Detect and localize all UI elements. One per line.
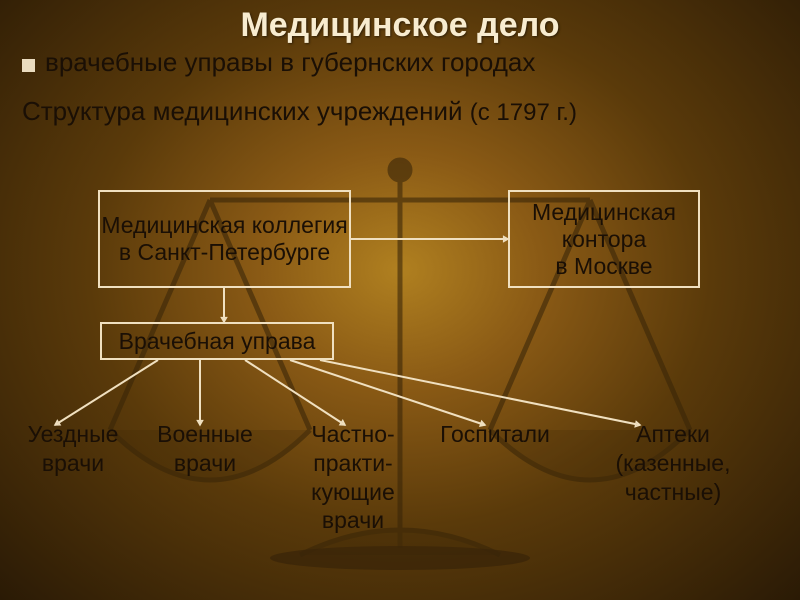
slide-content: Медицинское дело врачебные управы в губе… (0, 0, 800, 600)
bullet-square-icon (22, 59, 35, 72)
page-title: Медицинское дело (0, 0, 800, 45)
leaf-chastno: Частно-практи-кующиеврачи (288, 420, 418, 535)
box-kontora-text: Медицинская контора в Москве (510, 199, 698, 280)
subtitle-main: Структура медицинских учреждений (22, 96, 470, 126)
box-kollegia: Медицинская коллегия в Санкт-Петербурге (98, 190, 351, 288)
leaf-gospitali: Госпитали (420, 420, 570, 449)
box-kollegia-text: Медицинская коллегия в Санкт-Петербурге (100, 212, 349, 266)
leaf-voennye: Военныеврачи (140, 420, 270, 478)
leaf-uezdnye: Уездныеврачи (8, 420, 138, 478)
subtitle: Структура медицинских учреждений (с 1797… (0, 96, 800, 127)
box-uprava: Врачебная управа (100, 322, 334, 360)
leaf-apteki: Аптеки(казенные,частные) (588, 420, 758, 506)
subtitle-paren: (с 1797 г.) (470, 99, 577, 126)
bullet-row: врачебные управы в губернских городах (0, 47, 800, 78)
bullet-text: врачебные управы в губернских городах (45, 47, 535, 78)
box-uprava-text: Врачебная управа (119, 328, 316, 355)
box-kontora: Медицинская контора в Москве (508, 190, 700, 288)
